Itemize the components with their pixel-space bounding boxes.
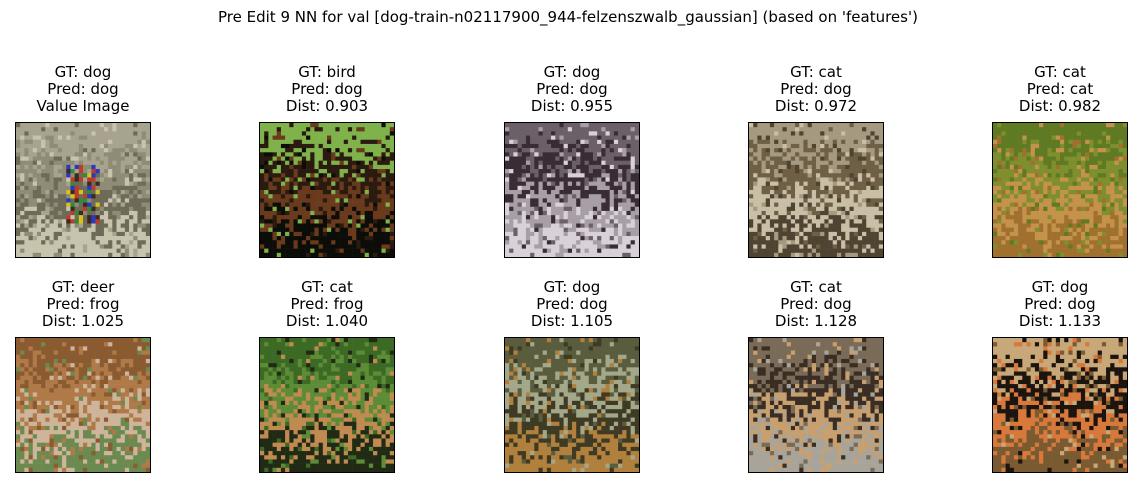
distance-label: Dist: 0.982 bbox=[1018, 97, 1102, 115]
prediction-label: Pred: dog bbox=[536, 295, 608, 313]
thumbnail-brown-highland-cow bbox=[15, 337, 151, 473]
prediction-label: Pred: dog bbox=[291, 80, 363, 98]
thumbnail-lions-on-grass bbox=[992, 122, 1128, 258]
ground-truth-label: GT: cat bbox=[301, 278, 353, 296]
prediction-label: Pred: dog bbox=[1024, 295, 1096, 313]
distance-label: Dist: 1.128 bbox=[774, 312, 858, 330]
distance-label: Dist: 1.025 bbox=[41, 312, 125, 330]
ground-truth-label: GT: dog bbox=[543, 63, 601, 81]
distance-label: Dist: 0.955 bbox=[530, 97, 614, 115]
thumbnail-pixels bbox=[505, 123, 639, 257]
thumbnail-pixels bbox=[749, 123, 883, 257]
thumbnail-pixels bbox=[749, 338, 883, 472]
thumbnail-brown-cat-beige-background bbox=[748, 122, 884, 258]
panel-caption: GT: cat Pred: frog Dist: 1.040 bbox=[219, 279, 435, 330]
thumbnail-dog-with-colored-noise-patch bbox=[15, 122, 151, 258]
thumbnail-pixels bbox=[16, 338, 150, 472]
figure-title: Pre Edit 9 NN for val [dog-train-n021179… bbox=[218, 8, 918, 26]
thumbnail-pixels bbox=[260, 338, 394, 472]
distance-label: Dist: 0.972 bbox=[774, 97, 858, 115]
prediction-label: Pred: dog bbox=[47, 80, 119, 98]
ground-truth-label: GT: cat bbox=[790, 278, 842, 296]
ground-truth-label: GT: dog bbox=[543, 278, 601, 296]
distance-label: Dist: 1.040 bbox=[285, 312, 369, 330]
thumbnail-dog-lying-on-pavement bbox=[504, 337, 640, 473]
thumbnail-tiger-face-closeup bbox=[748, 337, 884, 473]
panel-caption: GT: cat Pred: dog Dist: 0.972 bbox=[708, 64, 924, 115]
distance-label: Dist: 0.903 bbox=[285, 97, 369, 115]
prediction-label: Pred: frog bbox=[290, 295, 364, 313]
thumbnail-pixels bbox=[16, 123, 150, 257]
prediction-label: Pred: dog bbox=[780, 80, 852, 98]
distance-label: Value Image bbox=[36, 97, 130, 115]
distance-label: Dist: 1.133 bbox=[1018, 312, 1102, 330]
prediction-label: Pred: dog bbox=[780, 295, 852, 313]
thumbnail-pixels bbox=[260, 123, 394, 257]
panel-caption: GT: dog Pred: dog Value Image bbox=[0, 64, 191, 115]
distance-label: Dist: 1.105 bbox=[530, 312, 614, 330]
panel-caption: GT: bird Pred: dog Dist: 0.903 bbox=[219, 64, 435, 115]
panel-caption: GT: cat Pred: dog Dist: 1.128 bbox=[708, 279, 924, 330]
thumbnail-duck-on-grass bbox=[259, 122, 395, 258]
panel-caption: GT: deer Pred: frog Dist: 1.025 bbox=[0, 279, 191, 330]
ground-truth-label: GT: deer bbox=[51, 278, 115, 296]
thumbnail-dark-dog-grey-background bbox=[504, 122, 640, 258]
prediction-label: Pred: cat bbox=[1026, 80, 1094, 98]
ground-truth-label: GT: bird bbox=[298, 63, 356, 81]
thumbnail-pixels bbox=[505, 338, 639, 472]
prediction-label: Pred: dog bbox=[536, 80, 608, 98]
ground-truth-label: GT: cat bbox=[790, 63, 842, 81]
ground-truth-label: GT: cat bbox=[1034, 63, 1086, 81]
ground-truth-label: GT: dog bbox=[54, 63, 112, 81]
ground-truth-label: GT: dog bbox=[1031, 278, 1089, 296]
thumbnail-tiger-in-greenery bbox=[259, 337, 395, 473]
panel-caption: GT: dog Pred: dog Dist: 0.955 bbox=[464, 64, 680, 115]
panel-caption: GT: dog Pred: dog Dist: 1.105 bbox=[464, 279, 680, 330]
panel-caption: GT: cat Pred: cat Dist: 0.982 bbox=[952, 64, 1136, 115]
thumbnail-pixels bbox=[993, 123, 1127, 257]
thumbnail-black-tan-puppy bbox=[992, 337, 1128, 473]
thumbnail-pixels bbox=[993, 338, 1127, 472]
prediction-label: Pred: frog bbox=[46, 295, 120, 313]
panel-caption: GT: dog Pred: dog Dist: 1.133 bbox=[952, 279, 1136, 330]
